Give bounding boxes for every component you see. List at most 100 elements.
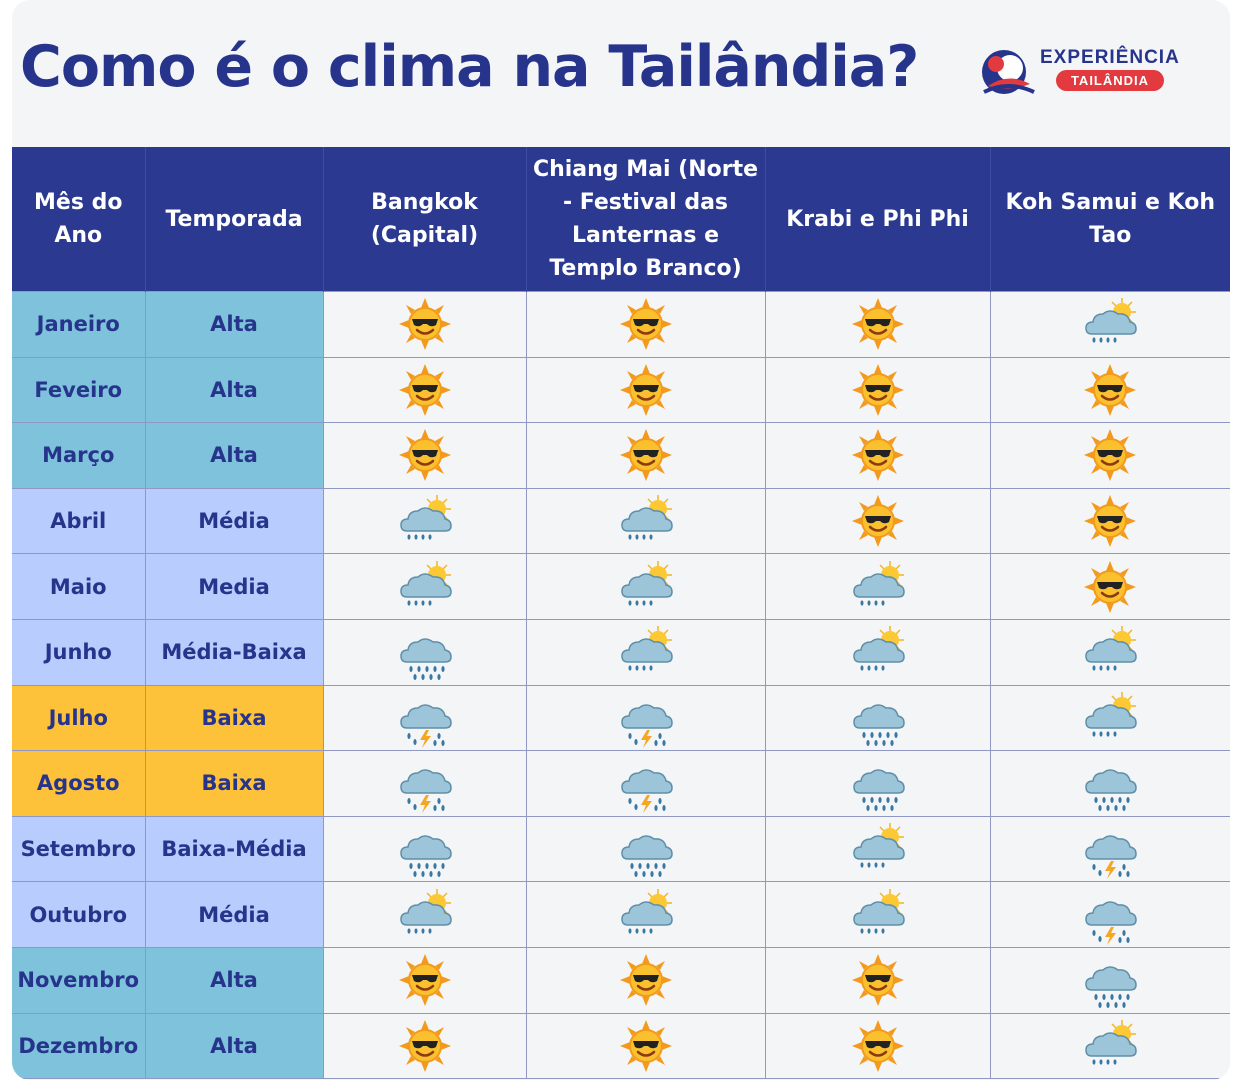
sun-icon	[619, 298, 672, 351]
weather-cell-koh-samui	[989, 553, 1230, 620]
climate-table: Mês do Ano Temporada Bangkok (Capital) C…	[12, 147, 1230, 1080]
table-row: Julho Baixa	[12, 684, 1230, 752]
sun-icon	[398, 363, 451, 416]
sun-icon	[851, 298, 904, 351]
weather-cell-koh-samui	[989, 684, 1230, 752]
brand-name: EXPERIÊNCIA	[1040, 47, 1180, 68]
weather-cell-krabi	[764, 487, 991, 555]
sun-cloud-rain-icon	[1085, 1019, 1137, 1065]
weather-cell-koh-samui	[989, 1012, 1230, 1080]
table-row: Maio Media	[12, 553, 1230, 620]
weather-cell-chiang-mai	[525, 1012, 766, 1080]
weather-cell-bangkok	[322, 618, 527, 686]
elephant-logo-icon	[982, 50, 1035, 94]
season-cell: Media	[144, 553, 324, 620]
weather-cell-krabi	[764, 291, 991, 358]
storm-cloud-icon	[1085, 835, 1137, 880]
sun-icon	[1084, 429, 1136, 482]
month-cell: Novembro	[12, 946, 146, 1014]
weather-cell-koh-samui	[989, 881, 1230, 948]
weather-cell-chiang-mai	[525, 946, 766, 1014]
weather-cell-chiang-mai	[525, 487, 766, 555]
sun-cloud-rain-icon	[1085, 298, 1137, 343]
weather-cell-chiang-mai	[525, 815, 766, 883]
sun-icon	[851, 1019, 904, 1072]
weather-cell-chiang-mai	[525, 750, 766, 817]
storm-cloud-icon	[399, 769, 452, 814]
month-cell: Março	[12, 422, 146, 489]
weather-cell-krabi	[764, 815, 991, 883]
season-cell: Média	[144, 487, 324, 555]
month-cell: Abril	[12, 487, 146, 555]
season-cell: Média-Baixa	[144, 618, 324, 686]
table-row: Março Alta	[12, 422, 1230, 489]
month-cell: Agosto	[12, 750, 146, 817]
weather-cell-koh-samui	[989, 422, 1230, 489]
season-cell: Alta	[144, 1012, 324, 1080]
sun-icon	[1084, 495, 1136, 548]
weather-cell-krabi	[764, 1012, 991, 1080]
sun-cloud-rain-icon	[620, 626, 673, 671]
month-cell: Maio	[12, 553, 146, 620]
weather-cell-bangkok	[322, 291, 527, 358]
table-row: Outubro Média	[12, 881, 1230, 948]
sun-cloud-rain-icon	[399, 888, 452, 934]
header-koh-samui: Koh Samui e Koh Tao	[989, 147, 1230, 292]
sun-icon	[619, 954, 672, 1007]
table-row: Abril Média	[12, 487, 1230, 555]
table-row: Janeiro Alta	[12, 291, 1230, 358]
weather-cell-koh-samui	[989, 618, 1230, 686]
month-cell: Outubro	[12, 881, 146, 948]
sun-cloud-rain-icon	[852, 626, 905, 671]
weather-cell-koh-samui	[989, 291, 1230, 358]
weather-cell-krabi	[764, 553, 991, 620]
weather-cell-bangkok	[322, 553, 527, 620]
month-cell: Feveiro	[12, 356, 146, 424]
rain-cloud-icon	[1085, 966, 1137, 1009]
sun-cloud-rain-icon	[852, 560, 905, 606]
weather-cell-koh-samui	[989, 356, 1230, 424]
season-cell: Alta	[144, 291, 324, 358]
table-row: Dezembro Alta	[12, 1012, 1230, 1080]
rain-cloud-icon	[852, 704, 905, 746]
rain-cloud-icon	[399, 638, 452, 681]
weather-cell-chiang-mai	[525, 618, 766, 686]
weather-cell-krabi	[764, 684, 991, 752]
brand-logo: EXPERIÊNCIA TAILÂNDIA	[980, 42, 1180, 102]
sun-icon	[619, 1019, 672, 1072]
weather-cell-bangkok	[322, 815, 527, 883]
sun-cloud-rain-icon	[1085, 691, 1137, 737]
table-header-row: Mês do Ano Temporada Bangkok (Capital) C…	[12, 147, 1230, 292]
sun-icon	[1084, 363, 1136, 416]
weather-cell-koh-samui	[989, 815, 1230, 883]
weather-cell-bangkok	[322, 487, 527, 555]
month-cell: Junho	[12, 618, 146, 686]
month-cell: Dezembro	[12, 1012, 146, 1080]
infographic-card: Como é o clima na Tailândia? EXPERIÊNCIA…	[12, 0, 1230, 1080]
sun-cloud-rain-icon	[852, 823, 905, 868]
month-cell: Julho	[12, 684, 146, 752]
weather-cell-chiang-mai	[525, 356, 766, 424]
storm-cloud-icon	[620, 769, 673, 814]
season-cell: Baixa-Média	[144, 815, 324, 883]
table-row: Novembro Alta	[12, 946, 1230, 1014]
table-row: Junho Média-Baixa	[12, 618, 1230, 686]
rain-cloud-icon	[852, 769, 905, 812]
weather-cell-krabi	[764, 422, 991, 489]
table-row: Agosto Baixa	[12, 750, 1230, 817]
season-cell: Alta	[144, 422, 324, 489]
sun-icon	[851, 429, 904, 482]
page-title: Como é o clima na Tailândia?	[20, 34, 919, 100]
weather-cell-chiang-mai	[525, 291, 766, 358]
sun-cloud-rain-icon	[852, 888, 905, 934]
sun-cloud-rain-icon	[620, 560, 673, 606]
weather-cell-chiang-mai	[525, 684, 766, 752]
sun-icon	[851, 495, 904, 548]
weather-cell-chiang-mai	[525, 553, 766, 620]
table-row: Setembro Baixa-Média	[12, 815, 1230, 883]
header-season: Temporada	[144, 147, 323, 292]
weather-cell-koh-samui	[989, 946, 1230, 1014]
rain-cloud-icon	[620, 835, 673, 878]
sun-cloud-rain-icon	[399, 560, 452, 606]
sun-icon	[1084, 560, 1136, 613]
